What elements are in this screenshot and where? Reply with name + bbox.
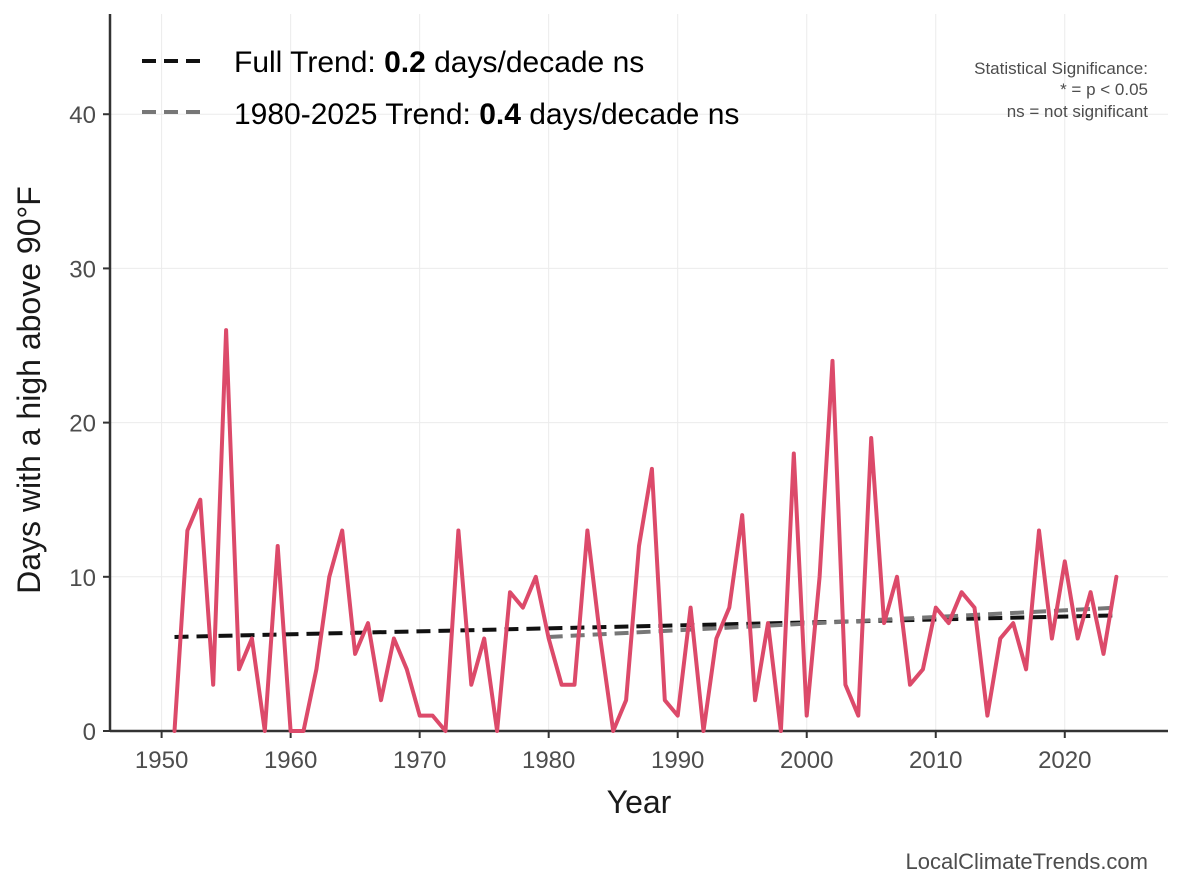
x-tick-label-2010: 2010 — [909, 747, 962, 774]
y-tick-label-30: 30 — [69, 256, 96, 283]
legend: Full Trend: 0.2 days/decade ns 1980-2025… — [142, 46, 739, 131]
legend-recent-rate: 0.4 — [479, 98, 521, 131]
legend-recent-prefix: 1980-2025 Trend: — [234, 98, 479, 131]
x-tick-label-2020: 2020 — [1038, 747, 1091, 774]
data-series — [172, 328, 1119, 733]
y-tick-label-20: 20 — [69, 411, 96, 438]
legend-recent-suffix: days/decade ns — [521, 98, 739, 131]
trend-lines — [174, 605, 1117, 639]
legend-label-recent-trend: 1980-2025 Trend: 0.4 days/decade ns — [234, 98, 739, 131]
significance-line-3: ns = not significant — [1007, 102, 1149, 121]
y-tick-label-10: 10 — [69, 565, 96, 592]
axes — [108, 14, 1168, 733]
y-tick-label-0: 0 — [83, 719, 96, 746]
y-ticks: 0 10 20 30 40 — [69, 102, 110, 746]
x-ticks: 1950 1960 1970 1980 1990 2000 2010 2020 — [135, 731, 1091, 774]
significance-line-2: * = p < 0.05 — [1060, 80, 1148, 99]
significance-line-1: Statistical Significance: — [974, 59, 1148, 78]
x-tick-label-1990: 1990 — [651, 747, 704, 774]
legend-full-prefix: Full Trend: — [234, 46, 384, 79]
x-axis-title: Year — [607, 784, 672, 820]
x-tick-label-2000: 2000 — [780, 747, 833, 774]
x-tick-label-1970: 1970 — [393, 747, 446, 774]
significance-note: Statistical Significance: * = p < 0.05 n… — [974, 59, 1148, 121]
source-caption: LocalClimateTrends.com — [906, 849, 1149, 874]
legend-full-rate: 0.2 — [384, 46, 426, 79]
x-tick-label-1960: 1960 — [264, 747, 317, 774]
x-tick-label-1980: 1980 — [522, 747, 575, 774]
trend-line-0 — [174, 613, 1117, 639]
legend-label-full-trend: Full Trend: 0.2 days/decade ns — [234, 46, 644, 79]
y-axis-title: Days with a high above 90°F — [11, 186, 47, 594]
series-line-0 — [172, 328, 1119, 733]
trend-line-1 — [548, 605, 1117, 639]
legend-full-suffix: days/decade ns — [426, 46, 644, 79]
y-tick-label-40: 40 — [69, 102, 96, 129]
x-tick-label-1950: 1950 — [135, 747, 188, 774]
